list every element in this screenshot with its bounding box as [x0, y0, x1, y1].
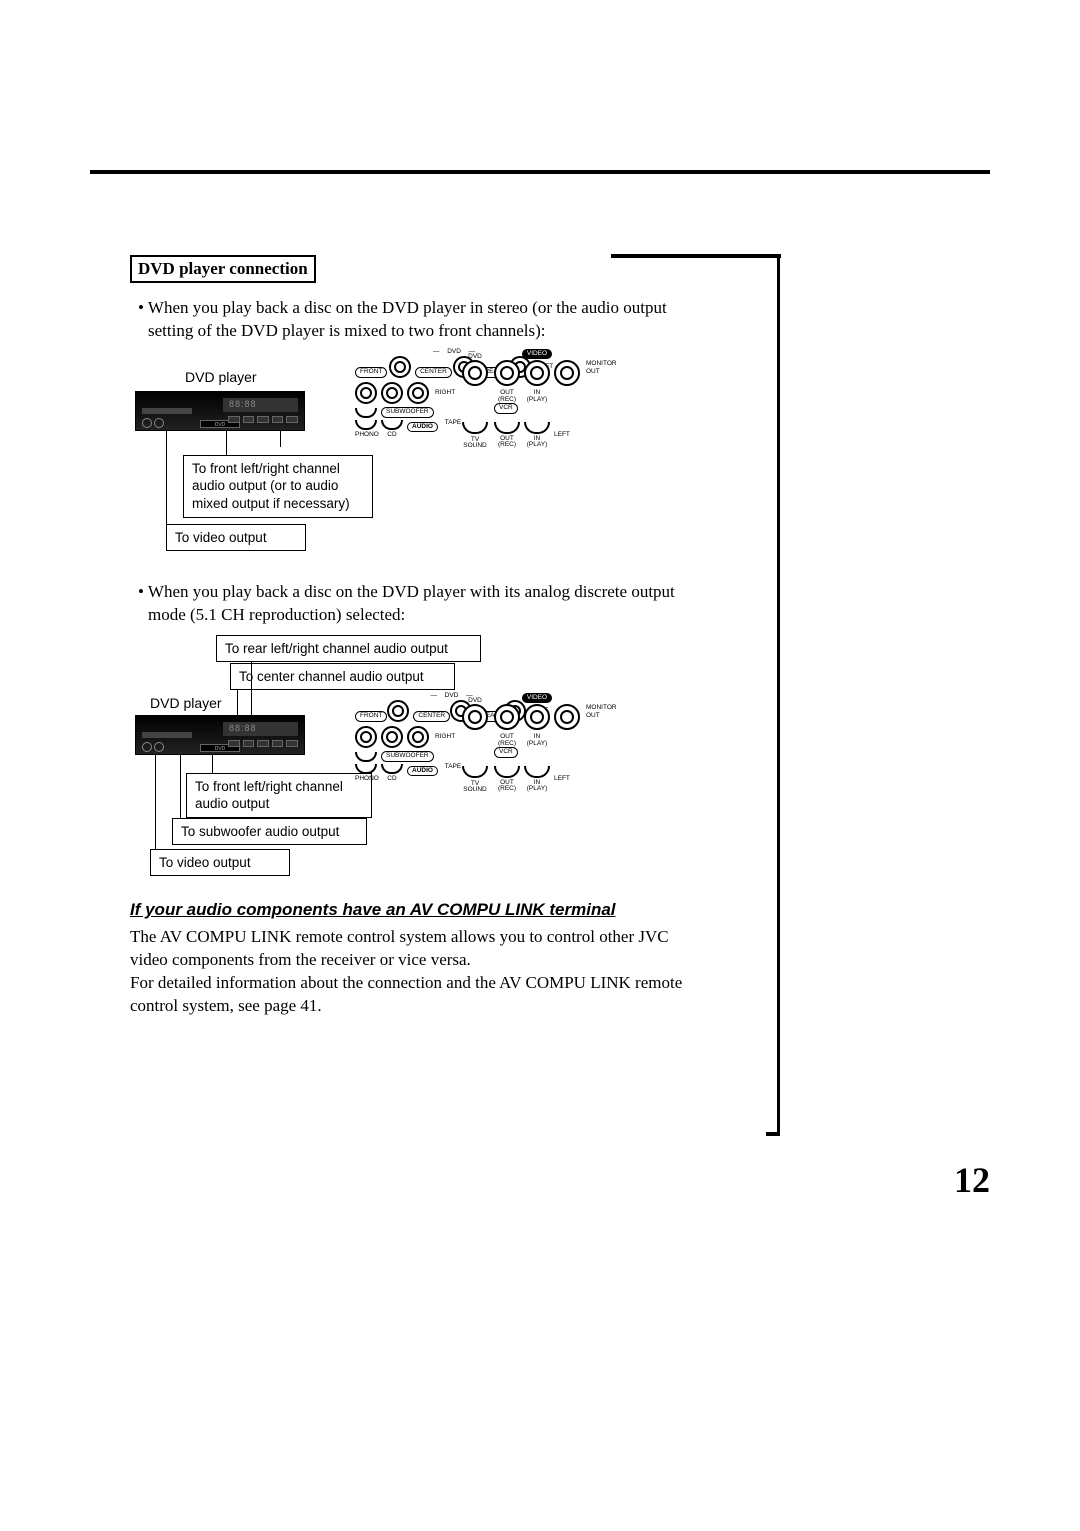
- caption-video-2: To video output: [150, 849, 290, 877]
- bullet-2: When you play back a disc on the DVD pla…: [148, 581, 690, 627]
- caption-rear: To rear left/right channel audio output: [216, 635, 481, 663]
- diagram-stereo: DVD player DVD To front left/right chann…: [130, 351, 690, 551]
- lead-front: [226, 431, 227, 457]
- content-area: DVD player connection When you play back…: [130, 255, 690, 1018]
- section-heading: DVD player connection: [130, 255, 316, 283]
- note-body-2: For detailed information about the conne…: [130, 972, 690, 1018]
- caption-sub: To subwoofer audio output: [172, 818, 367, 846]
- dvd-player-icon-2: DVD: [135, 715, 305, 755]
- caption-center: To center channel audio output: [230, 663, 455, 691]
- note-body-1: The AV COMPU LINK remote control system …: [130, 926, 690, 972]
- dvd-player-label: DVD player: [185, 369, 257, 385]
- panel-video: DVD VIDEO MONITOROUT OUT(REC) IN(PLAY): [460, 349, 617, 450]
- note-heading: If your audio components have an AV COMP…: [130, 900, 690, 920]
- diagram-5.1ch: To rear left/right channel audio output …: [130, 635, 690, 870]
- caption-video: To video output: [166, 524, 306, 552]
- side-rule: [777, 255, 780, 1135]
- lead-video: [166, 431, 167, 531]
- bullet-1: When you play back a disc on the DVD pla…: [148, 297, 690, 343]
- caption-front-2: To front left/right channel audio output: [186, 773, 372, 818]
- panel-video-2: DVD VIDEO MONITOROUT OUT(REC) IN(PLAY): [460, 693, 617, 794]
- page-number: 12: [954, 1159, 990, 1201]
- caption-front: To front left/right channel audio output…: [183, 455, 373, 518]
- dvd-player-icon: DVD: [135, 391, 305, 431]
- dvd-player-label-2: DVD player: [150, 695, 222, 711]
